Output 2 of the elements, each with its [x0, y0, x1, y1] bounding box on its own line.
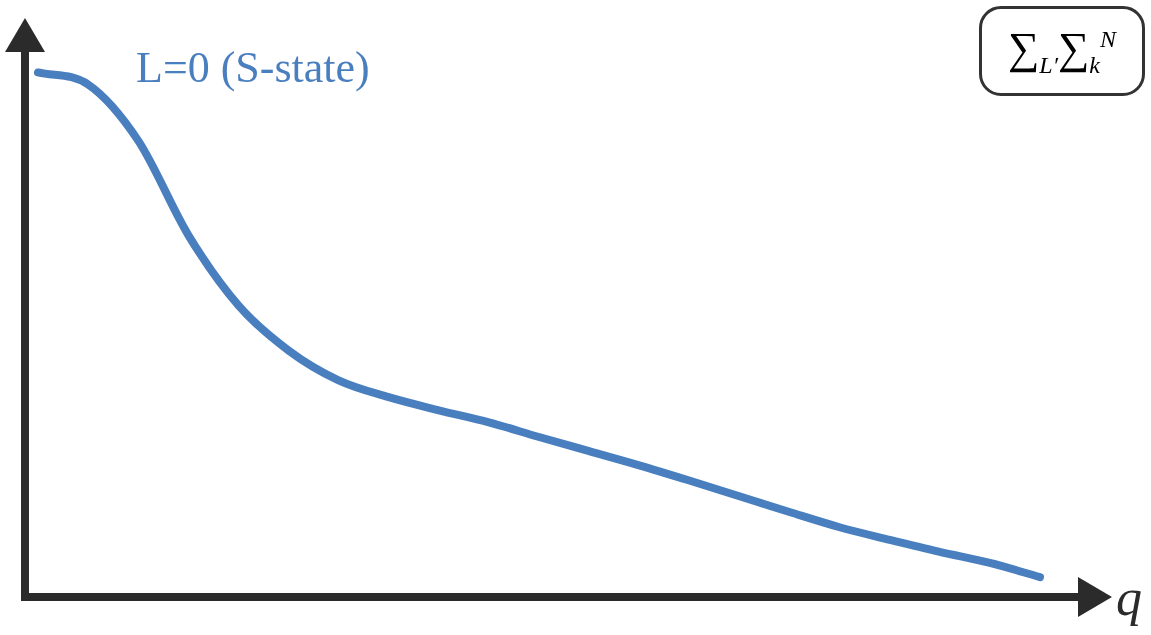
series-label: L=0 (S-state): [136, 42, 370, 92]
x-axis-title: q: [1116, 568, 1142, 626]
